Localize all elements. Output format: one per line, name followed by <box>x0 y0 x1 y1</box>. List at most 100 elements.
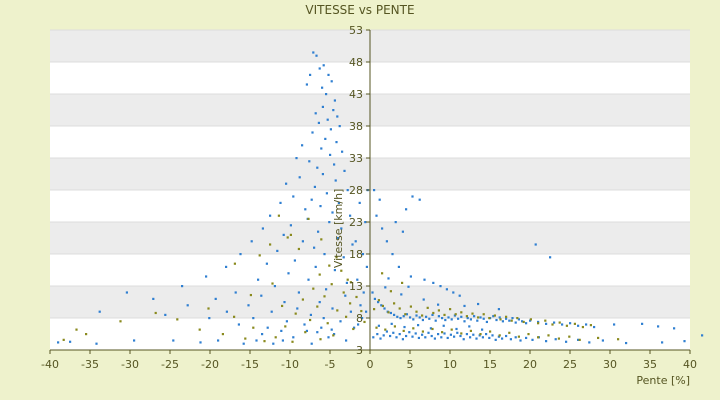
data-point <box>152 297 155 300</box>
data-point <box>320 238 323 241</box>
data-point <box>414 332 417 335</box>
data-point <box>549 256 552 259</box>
data-point <box>325 192 328 195</box>
data-point <box>456 331 459 334</box>
data-point <box>426 306 429 309</box>
data-point <box>397 265 400 268</box>
data-point <box>391 253 394 256</box>
data-point <box>441 317 444 320</box>
data-point <box>481 336 484 339</box>
data-point <box>537 336 540 339</box>
data-point <box>314 112 317 115</box>
data-point <box>225 310 228 313</box>
data-point <box>455 327 458 331</box>
data-point <box>303 323 306 326</box>
data-point <box>333 269 336 272</box>
data-point <box>514 336 517 339</box>
data-point <box>331 307 334 310</box>
data-point <box>331 211 334 214</box>
data-point <box>469 329 472 332</box>
data-point <box>495 318 498 322</box>
data-point <box>430 334 433 338</box>
data-point <box>465 333 468 336</box>
data-point <box>625 341 628 345</box>
data-point <box>57 341 60 344</box>
data-point <box>346 189 349 192</box>
x-tick-label: -5 <box>325 358 336 371</box>
data-point <box>498 316 501 319</box>
data-point <box>411 195 414 198</box>
data-point <box>274 336 277 339</box>
data-point <box>376 333 379 336</box>
data-point <box>537 320 540 324</box>
data-point <box>673 327 676 330</box>
data-point <box>545 340 548 343</box>
data-point <box>375 326 378 329</box>
data-point <box>494 338 497 341</box>
data-point <box>292 336 295 339</box>
data-point <box>424 336 427 339</box>
data-point <box>125 291 128 294</box>
data-point <box>333 99 336 102</box>
data-point <box>508 331 511 334</box>
data-point <box>316 166 319 169</box>
data-point <box>412 327 415 330</box>
data-point <box>390 322 393 325</box>
data-point <box>362 291 365 294</box>
data-point <box>613 323 616 326</box>
data-point <box>207 307 210 310</box>
data-point <box>404 313 407 316</box>
x-tick-label: 35 <box>643 358 657 371</box>
data-point <box>221 333 224 336</box>
data-point <box>445 288 448 291</box>
data-point <box>641 322 644 325</box>
data-point <box>450 318 453 321</box>
data-point <box>389 311 392 315</box>
x-tick-label: 30 <box>603 358 617 371</box>
data-point <box>447 316 450 319</box>
data-point <box>442 324 445 327</box>
y-tick-label: 48 <box>349 56 363 69</box>
chart-title: VITESSE vs PENTE <box>305 3 414 17</box>
data-point <box>286 236 289 239</box>
data-point <box>349 281 352 284</box>
data-point <box>372 336 375 339</box>
data-point <box>521 320 524 323</box>
data-point <box>446 336 449 340</box>
data-point <box>266 326 269 329</box>
data-point <box>154 311 157 315</box>
data-point <box>489 330 492 333</box>
data-point <box>305 83 308 86</box>
data-point <box>293 259 296 262</box>
data-point <box>381 272 384 275</box>
data-point <box>334 179 337 182</box>
data-point <box>333 163 336 166</box>
data-point <box>380 304 383 307</box>
data-point <box>569 322 572 325</box>
data-point <box>505 317 508 320</box>
data-point <box>417 336 420 340</box>
x-tick-label: -15 <box>241 358 259 371</box>
data-point <box>292 195 295 198</box>
data-point <box>453 335 456 338</box>
data-point <box>415 310 418 313</box>
data-point <box>402 315 405 318</box>
data-point <box>309 313 312 316</box>
data-points <box>57 51 704 345</box>
data-point <box>296 307 299 310</box>
data-point <box>373 297 376 300</box>
data-point <box>252 317 255 320</box>
data-point <box>310 198 313 201</box>
data-point <box>478 334 481 337</box>
x-tick-label: 5 <box>407 358 414 371</box>
data-point <box>371 291 374 294</box>
data-point <box>381 304 384 308</box>
data-point <box>298 176 301 179</box>
data-point <box>482 313 485 316</box>
data-point <box>332 334 335 337</box>
data-point <box>351 243 354 246</box>
data-point <box>352 327 355 331</box>
data-point <box>423 278 426 281</box>
data-point <box>471 312 474 315</box>
data-point <box>482 317 485 320</box>
